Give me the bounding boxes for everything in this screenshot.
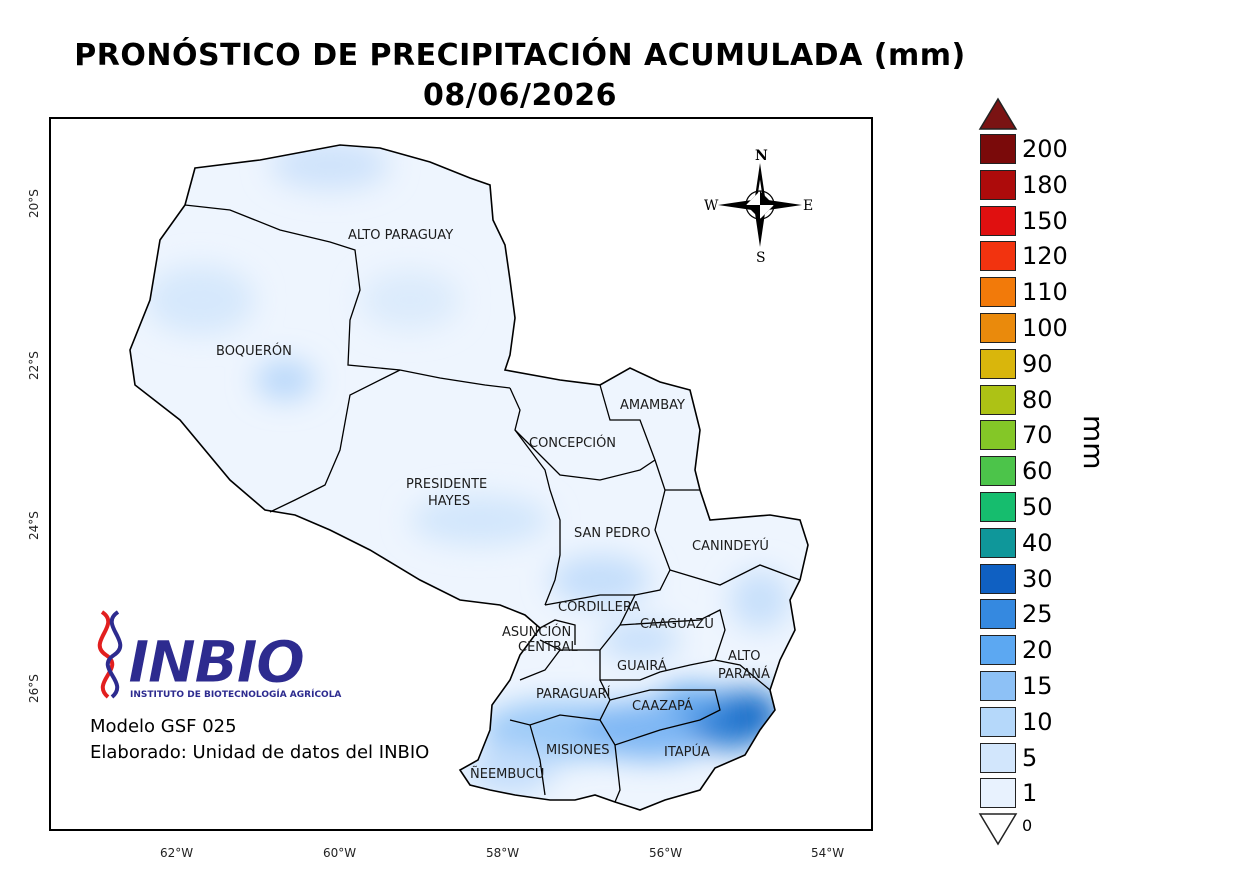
legend-label: 180 bbox=[1022, 170, 1068, 199]
legend-swatch bbox=[980, 742, 1016, 773]
label-concepcion: CONCEPCIÓN bbox=[529, 435, 616, 451]
label-canindeyu: CANINDEYÚ bbox=[692, 538, 769, 554]
model-credit: Modelo GSF 025 bbox=[90, 716, 237, 737]
label-guaira: GUAIRÁ bbox=[617, 658, 667, 674]
paraguay-outline bbox=[129, 144, 809, 811]
lon-tick-58: 58°W bbox=[486, 846, 519, 860]
map-date: 08/06/2026 bbox=[423, 78, 617, 113]
label-misiones: MISIONES bbox=[546, 743, 610, 758]
label-amambay: AMAMBAY bbox=[620, 398, 685, 413]
logo-text: INBIO bbox=[128, 628, 304, 696]
legend-swatch bbox=[980, 277, 1016, 308]
legend-swatch bbox=[980, 205, 1016, 236]
legend-over-triangle bbox=[978, 97, 1018, 130]
legend-swatch bbox=[980, 420, 1016, 451]
legend-label: 60 bbox=[1022, 457, 1053, 486]
inbio-logo: INBIO INSTITUTO DE BIOTECNOLOGÍA AGRÍCOL… bbox=[97, 610, 341, 700]
label-paraguari: PARAGUARÍ bbox=[536, 686, 611, 702]
legend-label: 110 bbox=[1022, 278, 1068, 307]
legend-label: 80 bbox=[1022, 385, 1053, 414]
label-alto-paraguay: ALTO PARAGUAY bbox=[348, 228, 453, 243]
compass-n: N bbox=[755, 148, 768, 164]
lon-tick-62: 62°W bbox=[160, 846, 193, 860]
label-san-pedro: SAN PEDRO bbox=[574, 526, 651, 541]
legend-label: 100 bbox=[1022, 314, 1068, 342]
legend-swatch bbox=[980, 456, 1016, 487]
label-boqueron: BOQUERÓN bbox=[216, 343, 292, 359]
legend-label: 150 bbox=[1022, 206, 1068, 235]
label-neembucu: ÑEEMBUCÚ bbox=[470, 766, 544, 782]
legend-label: 70 bbox=[1022, 421, 1053, 450]
label-alto: ALTO bbox=[728, 649, 761, 664]
legend-swatch bbox=[980, 706, 1016, 737]
legend-label: 50 bbox=[1022, 493, 1053, 521]
department-labels: ALTO PARAGUAY BOQUERÓN PRESIDENTE HAYES … bbox=[216, 228, 770, 782]
legend-swatch bbox=[980, 169, 1016, 200]
legend-swatch bbox=[980, 241, 1016, 272]
lon-tick-54: 54°W bbox=[811, 846, 844, 860]
lon-tick-56: 56°W bbox=[649, 846, 682, 860]
legend-swatch bbox=[980, 384, 1016, 415]
legend-under-triangle bbox=[978, 813, 1018, 846]
legend-label: 200 bbox=[1022, 135, 1068, 163]
label-caazapa: CAAZAPÁ bbox=[632, 698, 693, 714]
legend-label: 1 bbox=[1022, 779, 1038, 808]
legend-label: 90 bbox=[1022, 349, 1053, 378]
compass-s: S bbox=[756, 250, 766, 266]
longitude-ticks: 62°W 60°W 58°W 56°W 54°W bbox=[160, 846, 844, 860]
legend-label: 20 bbox=[1022, 636, 1053, 665]
latitude-ticks: 20°S 22°S 24°S 26°S bbox=[27, 189, 41, 703]
author-credit: Elaborado: Unidad de datos del INBIO bbox=[90, 742, 430, 763]
legend-unit: mm bbox=[1077, 415, 1110, 470]
department-borders bbox=[184, 204, 801, 803]
legend-label: 15 bbox=[1022, 672, 1053, 700]
legend-under-label: 0 bbox=[1022, 816, 1033, 836]
label-parana: PARANÁ bbox=[718, 666, 770, 682]
legend-label: 30 bbox=[1022, 564, 1053, 593]
compass-rose-icon: N S E W bbox=[704, 148, 813, 266]
map-title: PRONÓSTICO DE PRECIPITACIÓN ACUMULADA (m… bbox=[74, 38, 966, 73]
logo-subtitle: INSTITUTO DE BIOTECNOLOGÍA AGRÍCOLA bbox=[130, 688, 341, 700]
legend-swatch bbox=[980, 635, 1016, 666]
lon-tick-60: 60°W bbox=[323, 846, 356, 860]
legend-label: 10 bbox=[1022, 707, 1053, 736]
legend-swatch bbox=[980, 563, 1016, 594]
legend-swatch bbox=[980, 492, 1016, 522]
lat-tick-24: 24°S bbox=[27, 511, 41, 540]
compass-e: E bbox=[803, 198, 813, 214]
lat-tick-20: 20°S bbox=[27, 189, 41, 218]
legend-swatch bbox=[980, 778, 1016, 809]
label-itapua: ITAPÚA bbox=[664, 744, 710, 760]
label-presidente: PRESIDENTE bbox=[406, 477, 487, 492]
legend-label: 5 bbox=[1022, 743, 1038, 772]
legend-label: 40 bbox=[1022, 528, 1053, 557]
compass-w: W bbox=[704, 198, 719, 214]
label-caaguazu: CAAGUAZÚ bbox=[640, 616, 714, 632]
label-asuncion: ASUNCIÓN bbox=[502, 624, 571, 640]
legend-swatch bbox=[980, 599, 1016, 630]
legend-swatch bbox=[980, 527, 1016, 558]
label-cordillera: CORDILLERA bbox=[558, 600, 640, 615]
label-central: CENTRAL bbox=[518, 640, 578, 655]
label-hayes: HAYES bbox=[428, 494, 470, 509]
legend-label: 120 bbox=[1022, 242, 1068, 271]
legend-swatch bbox=[980, 348, 1016, 379]
legend-swatch bbox=[980, 671, 1016, 701]
legend-swatch bbox=[980, 134, 1016, 164]
legend-swatch bbox=[980, 313, 1016, 343]
legend-label: 25 bbox=[1022, 600, 1053, 629]
lat-tick-26: 26°S bbox=[27, 674, 41, 703]
lat-tick-22: 22°S bbox=[27, 351, 41, 380]
